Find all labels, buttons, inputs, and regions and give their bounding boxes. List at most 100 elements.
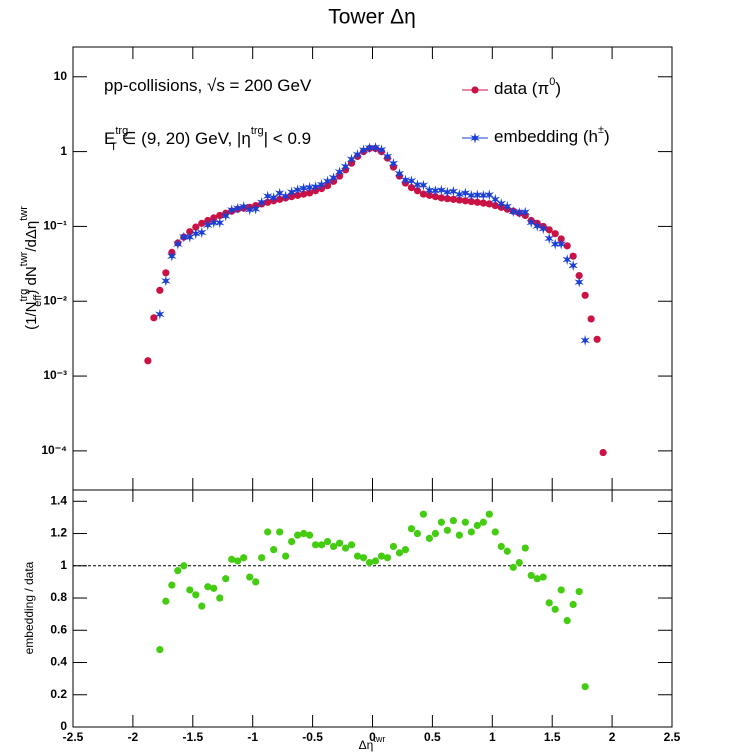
data-point <box>413 187 422 195</box>
data-point <box>521 544 529 552</box>
data-point <box>192 223 200 231</box>
annotation-part: trg <box>115 125 128 137</box>
y-tick-label: 1.2 <box>50 526 67 540</box>
legend-part: data (π <box>494 79 549 98</box>
annotation-part: pp-collisions, √s = 200 GeV <box>104 76 312 95</box>
y-tick-label: 10⁻² <box>43 293 67 307</box>
data-point <box>389 542 398 551</box>
annotation: pp-collisions, √s = 200 GeV <box>104 76 312 95</box>
data-point <box>191 228 201 240</box>
data-point <box>270 546 278 554</box>
y-axis-label: embedding / data <box>22 561 36 654</box>
y-tick-label: 1 <box>60 144 67 158</box>
data-point <box>347 541 356 549</box>
data-point <box>443 526 451 534</box>
data-point <box>419 510 428 518</box>
data-point <box>466 189 477 201</box>
data-point <box>358 144 369 156</box>
data-point <box>162 597 170 605</box>
data-point <box>593 335 601 343</box>
label-part: (1/N <box>23 302 40 330</box>
label-part: twr <box>18 206 30 221</box>
y-tick-label: 0 <box>60 719 67 733</box>
data-point <box>581 683 589 691</box>
data-point <box>244 204 255 216</box>
data-point <box>563 242 571 250</box>
data-point <box>503 547 511 555</box>
data-point <box>509 563 517 571</box>
data-point <box>216 594 224 602</box>
data-point <box>407 184 416 192</box>
label-part: /dΔη <box>23 221 40 252</box>
data-point <box>323 537 332 546</box>
top-frame <box>72 46 673 491</box>
data-point <box>527 571 535 580</box>
label-part: twr <box>18 251 30 266</box>
data-point <box>221 210 231 222</box>
legend-part: ) <box>604 127 610 146</box>
y-tick-label: 0.8 <box>50 590 67 604</box>
data-point <box>497 542 505 551</box>
data-point <box>167 250 177 262</box>
x-tick-label: 2.5 <box>664 730 681 744</box>
data-point <box>294 531 302 539</box>
data-point <box>328 172 339 184</box>
data-point <box>298 182 309 194</box>
data-point <box>156 646 164 654</box>
data-point <box>222 575 230 583</box>
y-tick-label: 1 <box>60 558 67 572</box>
data-point <box>436 184 447 196</box>
data-point <box>545 599 553 607</box>
data-point <box>210 584 218 592</box>
label-part: trg <box>18 289 30 302</box>
data-point <box>400 174 411 186</box>
data-point <box>449 517 457 525</box>
x-tick-label: -1 <box>247 730 258 744</box>
data-point <box>442 186 453 198</box>
data-point <box>268 192 279 204</box>
data-point <box>425 534 434 542</box>
bottom-frame <box>72 489 673 728</box>
data-point <box>575 587 583 596</box>
annotation-part: | < 0.9 <box>264 129 311 148</box>
label-part: twr <box>373 734 385 744</box>
data-point <box>197 227 207 238</box>
data-point <box>514 207 524 219</box>
x-tick-label: 0.5 <box>424 730 441 744</box>
data-point <box>365 558 374 567</box>
data-point <box>382 151 393 162</box>
legend-marker <box>471 86 479 94</box>
data-point <box>209 217 219 229</box>
data-point <box>359 554 368 562</box>
data-point <box>431 529 439 538</box>
x-tick-label: 0 <box>369 730 376 744</box>
data-point <box>562 254 572 266</box>
x-axis-label: Δηtwr <box>359 734 386 752</box>
data-point <box>491 528 499 536</box>
data-point <box>300 529 308 538</box>
data-point <box>174 567 182 575</box>
data-point <box>311 541 320 549</box>
data-point <box>377 552 386 560</box>
data-point <box>508 206 518 218</box>
data-point <box>250 203 261 215</box>
data-point <box>401 546 410 554</box>
y-tick-label: 10⁻³ <box>43 368 67 382</box>
legend-label: embedding (h±) <box>494 124 610 147</box>
data-point <box>424 184 435 196</box>
annotation: Etrg T ∈ (9, 20) GeV, |ηtrg| < 0.9 <box>104 125 311 153</box>
data-point <box>233 202 243 214</box>
data-point <box>329 542 338 551</box>
data-point <box>346 153 357 165</box>
data-point <box>304 181 315 193</box>
data-point <box>240 554 248 562</box>
data-point <box>461 197 469 205</box>
data-point <box>437 194 445 202</box>
data-point <box>455 196 463 204</box>
data-point <box>144 357 152 365</box>
data-point <box>496 198 506 210</box>
data-point <box>587 315 595 323</box>
data-point <box>352 149 363 161</box>
data-point <box>364 142 375 154</box>
